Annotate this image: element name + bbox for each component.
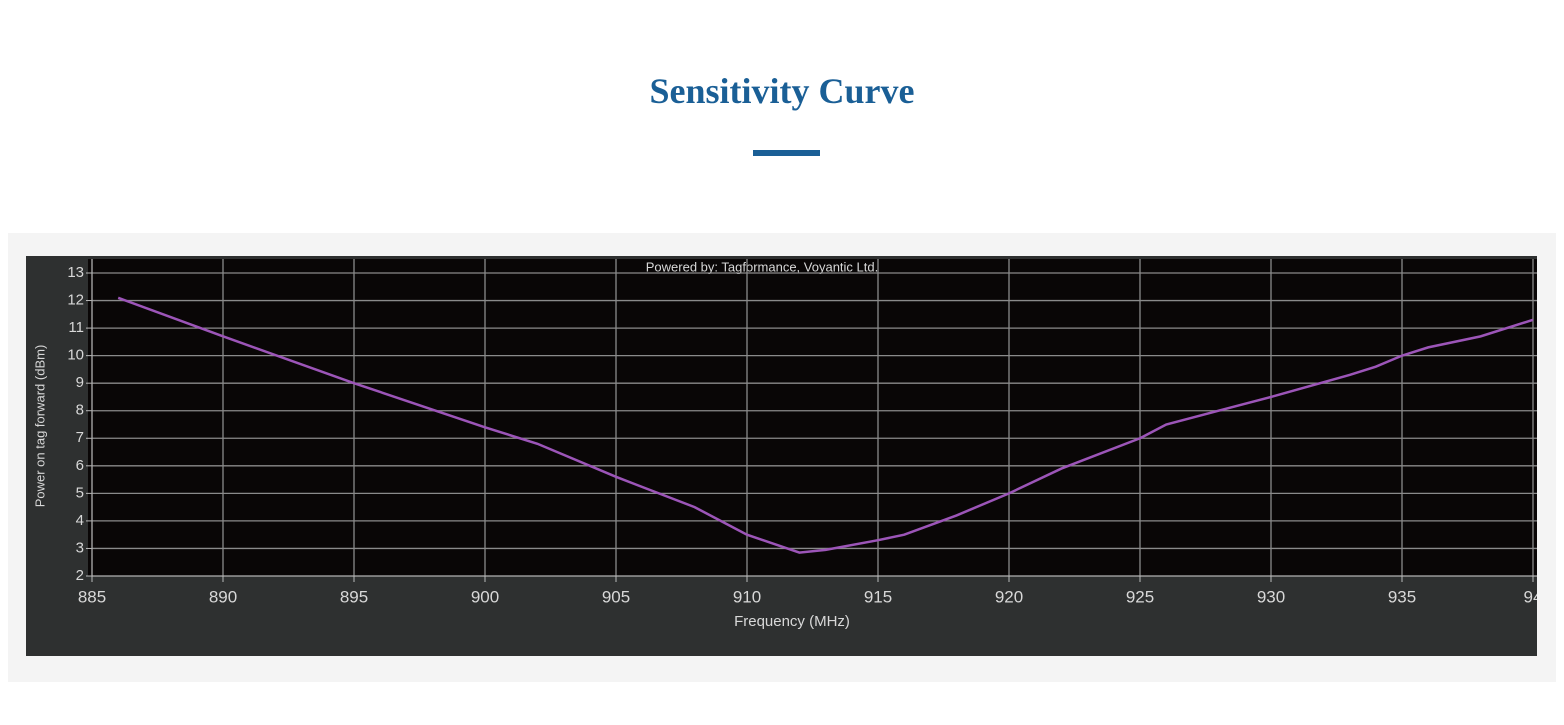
page-heading: Sensitivity Curve bbox=[649, 71, 915, 111]
y-tick-label: 13 bbox=[67, 264, 84, 281]
y-tick-label: 7 bbox=[76, 429, 84, 446]
heading-underline bbox=[753, 150, 820, 156]
y-tick-label: 4 bbox=[76, 512, 84, 529]
y-tick-label: 8 bbox=[76, 402, 84, 419]
x-tick-label: 910 bbox=[733, 587, 761, 606]
x-tick-label: 900 bbox=[471, 587, 499, 606]
y-axis-label: Power on tag forward (dBm) bbox=[32, 345, 47, 508]
y-tick-label: 2 bbox=[76, 567, 84, 584]
x-tick-label: 890 bbox=[209, 587, 237, 606]
annotation: Powered by: Tagformance, Voyantic Ltd. bbox=[646, 259, 878, 274]
x-tick-label: 895 bbox=[340, 587, 368, 606]
x-tick-label: 935 bbox=[1388, 587, 1416, 606]
x-tick-label: 925 bbox=[1126, 587, 1154, 606]
y-tick-label: 10 bbox=[67, 347, 84, 364]
y-tick-label: 9 bbox=[76, 374, 84, 391]
x-tick-label: 915 bbox=[864, 587, 892, 606]
x-tick-label: 920 bbox=[995, 587, 1023, 606]
x-tick-label: 930 bbox=[1257, 587, 1285, 606]
data-line bbox=[117, 296, 1534, 554]
y-tick-label: 5 bbox=[76, 484, 84, 501]
y-tick-label: 3 bbox=[76, 539, 84, 556]
y-tick-label: 12 bbox=[67, 292, 84, 309]
y-tick-label: 11 bbox=[68, 319, 84, 336]
y-tick-label: 6 bbox=[76, 457, 84, 474]
x-tick-label: 94 bbox=[1524, 587, 1537, 606]
plot-area bbox=[88, 259, 1537, 576]
x-tick-label: 905 bbox=[602, 587, 630, 606]
chart: Powered by: Tagformance, Voyantic Ltd. F… bbox=[26, 256, 1537, 656]
x-axis-label: Frequency (MHz) bbox=[734, 613, 850, 630]
x-tick-label: 885 bbox=[78, 587, 106, 606]
